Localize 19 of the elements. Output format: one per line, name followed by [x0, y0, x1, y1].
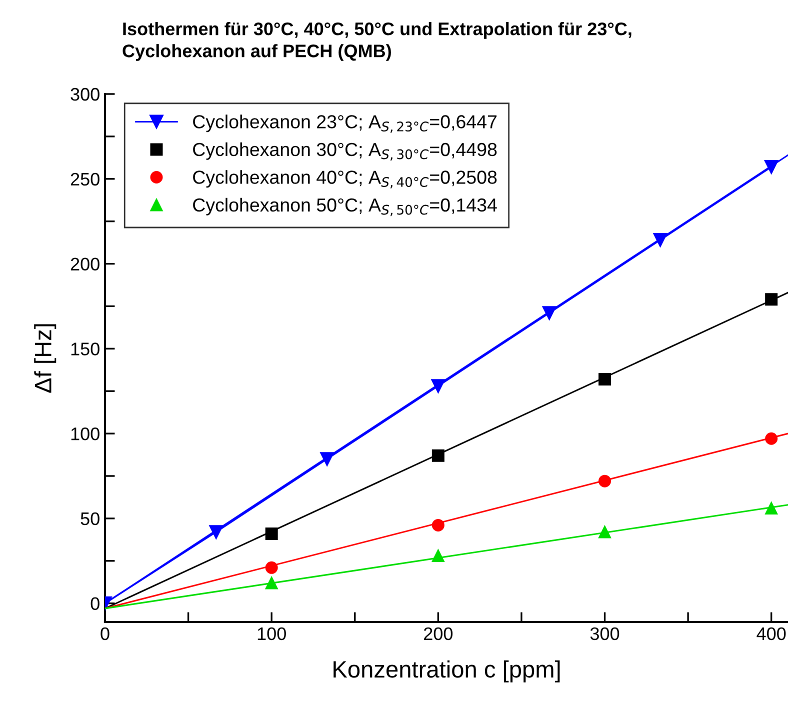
y-tick-label: 150	[71, 342, 100, 356]
x-axis-title: Konzentration c [ppm]	[334, 660, 560, 682]
y-axis-title: Δf [Hz]	[34, 324, 56, 393]
x-tick-label: 200	[424, 627, 453, 640]
y-tick-label: 0	[90, 597, 100, 610]
x-tick-label: 400	[756, 627, 786, 640]
y-tick-label: 100	[71, 427, 100, 440]
y-tick-label: 50	[80, 512, 100, 526]
legend-label: Cyclohexanon 40°C; A$_{S,40°C}$=0,2508	[193, 170, 497, 188]
x-tick-label: 0	[100, 627, 110, 640]
legend-label: Cyclohexanon 23°C; A$_{S,23°C}$=0,6447	[193, 114, 497, 133]
y-tick-label: 250	[70, 172, 100, 186]
legend-label: Cyclohexanon 30°C; A$_{S,30°C}$=0,4498	[193, 142, 497, 161]
legend-label: Cyclohexanon 50°C; A$_{S,50°C}$=0,1434	[193, 198, 497, 216]
x-tick-label: 300	[590, 627, 620, 640]
y-tick-label: 200	[70, 258, 100, 270]
x-tick-label: 100	[258, 627, 286, 640]
chart-title: Isothermen für 30°C, 40°C, 50°C und Extrapolation für 23°C, Cyclohexanon auf PECH (QMB)	[122, 22, 632, 61]
y-tick-label: 300	[70, 88, 100, 101]
